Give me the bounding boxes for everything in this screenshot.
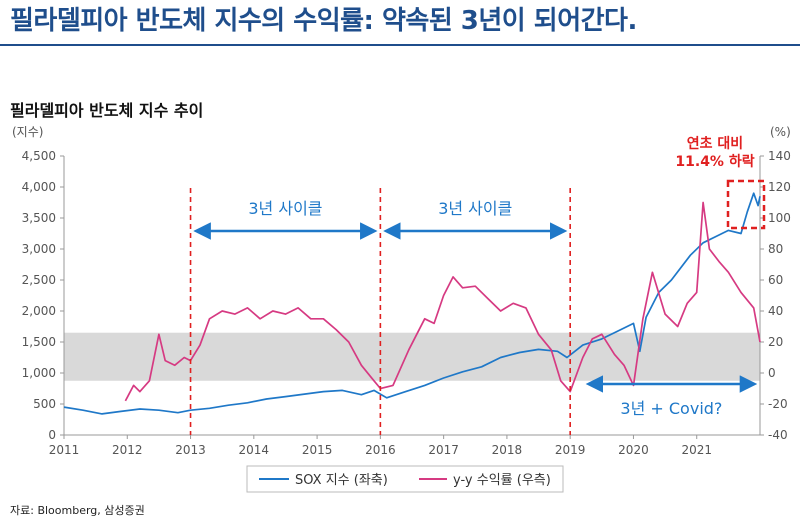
- right-tick-label: -20: [768, 397, 788, 411]
- callout-line2: 11.4% 하락: [675, 153, 754, 170]
- left-tick-label: 1,500: [22, 335, 56, 349]
- x-tick-label: 2021: [681, 443, 712, 457]
- legend-box: [246, 465, 564, 493]
- right-tick-label: 100: [768, 211, 791, 225]
- sox-index-line: [63, 192, 761, 415]
- right-tick-label: 20: [768, 335, 783, 349]
- headline-divider: [0, 44, 800, 46]
- x-tick-label: 2013: [175, 443, 206, 457]
- left-tick-label: 3,500: [22, 211, 56, 225]
- cycle-label: 3년 사이클: [438, 199, 512, 218]
- left-axis-unit: (지수): [12, 125, 43, 139]
- left-tick-label: 500: [33, 397, 56, 411]
- left-tick-label: 0: [48, 428, 56, 442]
- right-tick-label: 80: [768, 242, 783, 256]
- left-tick-label: 4,000: [22, 180, 56, 194]
- cycle-label: 3년 + Covid?: [620, 399, 722, 418]
- left-tick-label: 1,000: [22, 366, 56, 380]
- right-tick-label: 120: [768, 180, 791, 194]
- left-tick-label: 3,000: [22, 242, 56, 256]
- right-axis-unit: (%): [770, 125, 791, 139]
- x-tick-label: 2015: [302, 443, 333, 457]
- left-tick-label: 2,000: [22, 304, 56, 318]
- right-tick-label: 60: [768, 273, 783, 287]
- left-tick-label: 4,500: [22, 149, 56, 163]
- right-tick-label: 140: [768, 149, 791, 163]
- x-tick-label: 2018: [492, 443, 523, 457]
- shaded-band: [64, 332, 760, 381]
- x-tick-label: 2014: [239, 443, 270, 457]
- x-tick-label: 2012: [112, 443, 143, 457]
- yoy-return-line: [124, 201, 761, 402]
- right-tick-label: 40: [768, 304, 783, 318]
- legend-label-sox: SOX 지수 (좌축): [295, 473, 388, 488]
- right-tick-label: 0: [768, 366, 776, 380]
- right-tick-label: -40: [768, 428, 788, 442]
- highlight-box: [726, 179, 766, 230]
- source-note: 자료: Bloomberg, 삼성증권: [10, 504, 145, 517]
- x-tick-label: 2019: [555, 443, 586, 457]
- x-tick-label: 2011: [49, 443, 80, 457]
- chart-subtitle: 필라델피아 반도체 지수 추이: [10, 101, 204, 120]
- legend-label-yoy: y-y 수익률 (우측): [453, 473, 551, 488]
- x-tick-label: 2016: [365, 443, 396, 457]
- headline: 필라델피아 반도체 지수의 수익률: 약속된 3년이 되어간다.: [10, 6, 637, 36]
- left-tick-label: 2,500: [22, 273, 56, 287]
- x-tick-label: 2020: [618, 443, 649, 457]
- x-tick-label: 2017: [428, 443, 459, 457]
- cycle-label: 3년 사이클: [248, 199, 322, 218]
- callout-line1: 연초 대비: [687, 136, 743, 152]
